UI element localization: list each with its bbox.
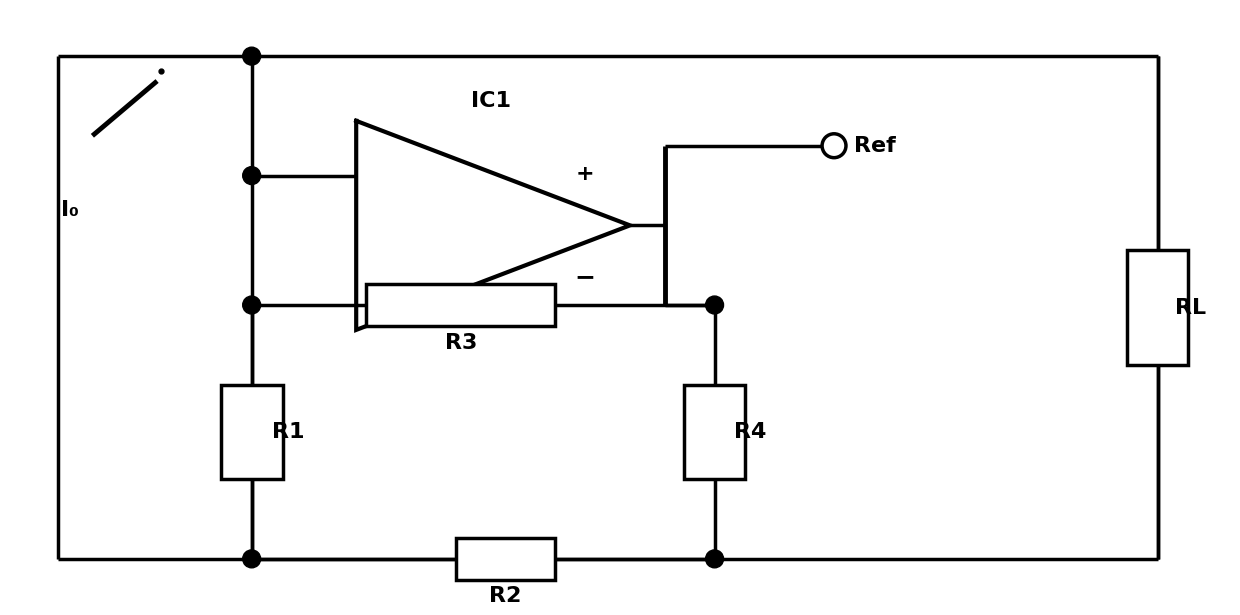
Circle shape (706, 296, 723, 314)
Bar (366, 284, 556, 326)
Text: R4: R4 (734, 423, 766, 442)
Text: −: − (574, 265, 595, 289)
Circle shape (706, 550, 723, 568)
Bar (456, 538, 556, 580)
Text: +: + (575, 164, 594, 184)
Circle shape (822, 134, 846, 157)
Text: IC1: IC1 (471, 91, 511, 111)
Bar (221, 384, 283, 479)
Bar (683, 384, 745, 479)
Bar (1127, 250, 1188, 365)
Text: R1: R1 (272, 423, 304, 442)
Circle shape (243, 47, 260, 65)
Text: RL: RL (1176, 298, 1207, 318)
Text: R3: R3 (444, 333, 477, 353)
Circle shape (243, 167, 260, 184)
Circle shape (243, 296, 260, 314)
Text: Ref: Ref (854, 136, 895, 156)
Circle shape (243, 550, 260, 568)
Text: I₀: I₀ (61, 200, 78, 220)
Text: R2: R2 (490, 585, 522, 606)
